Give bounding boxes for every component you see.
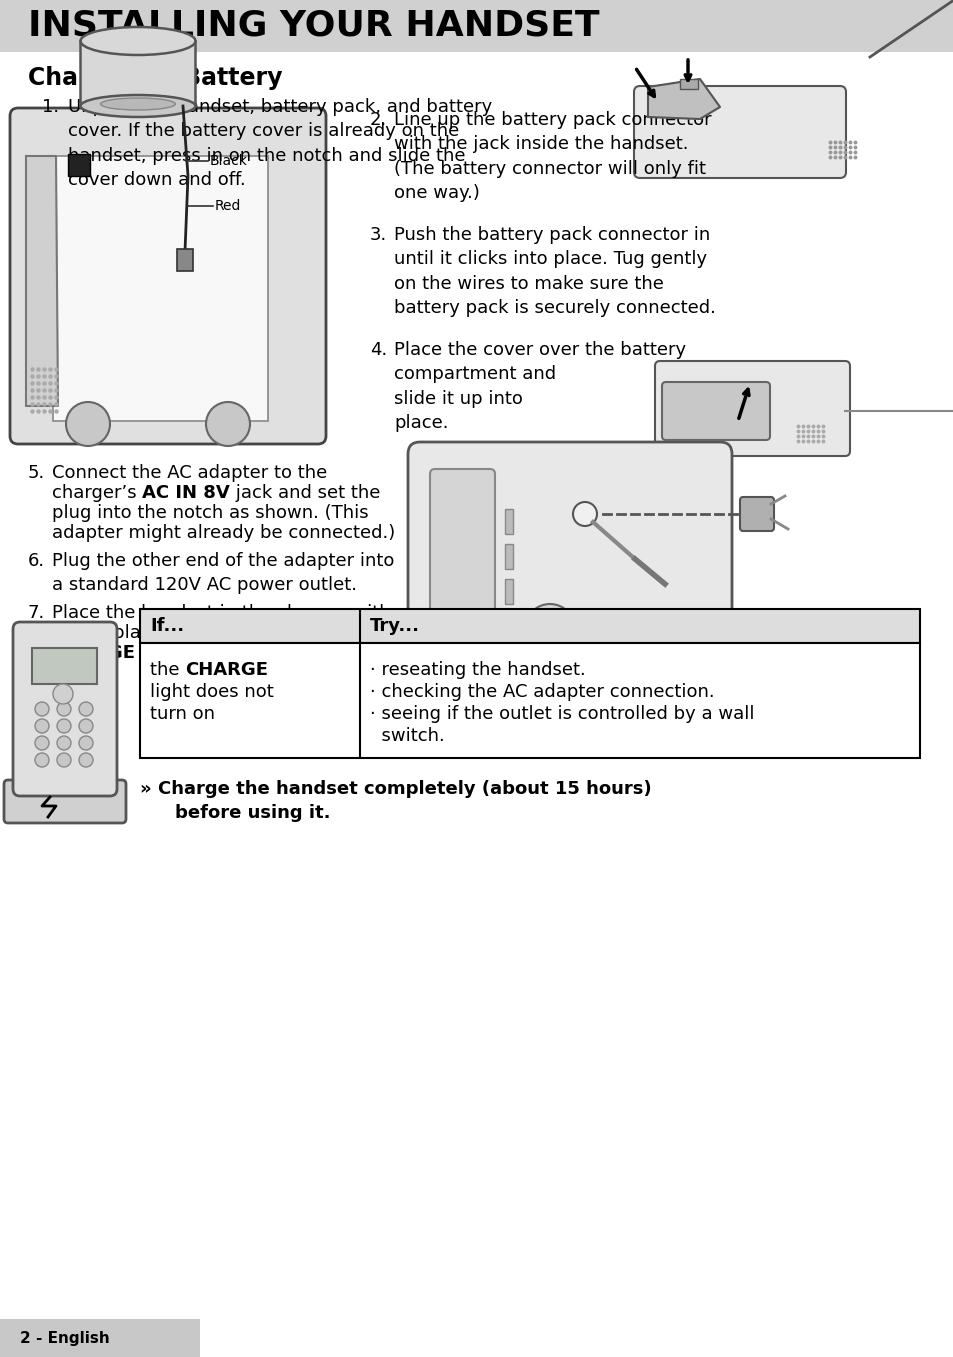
Polygon shape bbox=[26, 156, 58, 406]
Bar bbox=[140, 609, 919, 643]
Ellipse shape bbox=[80, 95, 195, 117]
Text: light does not: light does not bbox=[150, 683, 274, 702]
Text: plug into the notch as shown. (This: plug into the notch as shown. (This bbox=[52, 503, 368, 522]
FancyBboxPatch shape bbox=[10, 109, 326, 444]
Text: the: the bbox=[150, 661, 185, 678]
FancyBboxPatch shape bbox=[634, 85, 845, 178]
FancyBboxPatch shape bbox=[740, 497, 773, 531]
Circle shape bbox=[35, 753, 49, 767]
Bar bbox=[504, 579, 513, 604]
Bar bbox=[504, 613, 513, 639]
Text: Push the battery pack connector in
until it clicks into place. Tug gently
on the: Push the battery pack connector in until… bbox=[394, 227, 715, 318]
Text: Unpack the handset, battery pack, and battery
cover. If the battery cover is alr: Unpack the handset, battery pack, and ba… bbox=[68, 98, 492, 189]
Text: · checking the AC adapter connection.: · checking the AC adapter connection. bbox=[370, 683, 714, 702]
Circle shape bbox=[79, 702, 92, 716]
Circle shape bbox=[206, 402, 250, 446]
Text: INSTALLING YOUR HANDSET: INSTALLING YOUR HANDSET bbox=[28, 9, 599, 43]
Bar bbox=[0, 0, 953, 52]
Text: turn on: turn on bbox=[150, 706, 214, 723]
Text: 6.: 6. bbox=[28, 552, 45, 570]
Text: »: » bbox=[140, 780, 158, 798]
Text: Connect the AC adapter to the: Connect the AC adapter to the bbox=[52, 464, 327, 482]
Circle shape bbox=[53, 684, 73, 704]
Text: switch.: switch. bbox=[370, 727, 444, 745]
FancyBboxPatch shape bbox=[408, 442, 731, 696]
Text: Black: Black bbox=[210, 153, 248, 168]
Text: AC IN 8V: AC IN 8V bbox=[142, 484, 230, 502]
Circle shape bbox=[35, 735, 49, 750]
Text: · seeing if the outlet is controlled by a wall: · seeing if the outlet is controlled by … bbox=[370, 706, 754, 723]
Bar bbox=[177, 248, 193, 271]
Bar bbox=[504, 544, 513, 569]
Text: Line up the battery pack connector
with the jack inside the handset.
(The batter: Line up the battery pack connector with … bbox=[394, 111, 711, 202]
Circle shape bbox=[573, 502, 597, 527]
Bar bbox=[32, 649, 97, 684]
Text: Place the cover over the battery
compartment and
slide it up into
place.: Place the cover over the battery compart… bbox=[394, 341, 685, 432]
Text: 3.: 3. bbox=[370, 227, 387, 244]
Text: If...: If... bbox=[150, 617, 184, 635]
Bar bbox=[504, 509, 513, 535]
Polygon shape bbox=[647, 79, 720, 119]
Text: 7.: 7. bbox=[28, 604, 45, 622]
Circle shape bbox=[79, 753, 92, 767]
FancyBboxPatch shape bbox=[13, 622, 117, 797]
Text: Charge the handset completely (about 15 hours): Charge the handset completely (about 15 … bbox=[158, 780, 651, 798]
Text: the display facing forward. The: the display facing forward. The bbox=[52, 624, 332, 642]
Text: Charge the Battery: Charge the Battery bbox=[28, 66, 282, 90]
Circle shape bbox=[57, 753, 71, 767]
Ellipse shape bbox=[80, 27, 195, 56]
Text: 1.: 1. bbox=[42, 98, 59, 115]
Text: 5.: 5. bbox=[28, 464, 45, 482]
Circle shape bbox=[57, 735, 71, 750]
Circle shape bbox=[57, 702, 71, 716]
Text: jack and set the: jack and set the bbox=[230, 484, 380, 502]
Text: Try...: Try... bbox=[370, 617, 419, 635]
Text: 4.: 4. bbox=[370, 341, 387, 360]
Circle shape bbox=[35, 702, 49, 716]
FancyBboxPatch shape bbox=[661, 383, 769, 440]
Ellipse shape bbox=[100, 98, 175, 110]
Text: light should turn on.: light should turn on. bbox=[135, 645, 322, 662]
Circle shape bbox=[524, 604, 575, 654]
Text: 2.: 2. bbox=[370, 111, 387, 129]
Text: · reseating the handset.: · reseating the handset. bbox=[370, 661, 585, 678]
Text: adapter might already be connected.): adapter might already be connected.) bbox=[52, 524, 395, 541]
Circle shape bbox=[79, 735, 92, 750]
Circle shape bbox=[35, 719, 49, 733]
Bar bbox=[80, 41, 195, 106]
Bar bbox=[0, 1319, 200, 1357]
Circle shape bbox=[57, 719, 71, 733]
FancyBboxPatch shape bbox=[655, 361, 849, 456]
FancyBboxPatch shape bbox=[430, 470, 495, 669]
Text: 2 - English: 2 - English bbox=[20, 1330, 110, 1346]
Text: before using it.: before using it. bbox=[174, 803, 330, 822]
Bar bbox=[679, 79, 698, 90]
Text: charger’s: charger’s bbox=[52, 484, 142, 502]
FancyBboxPatch shape bbox=[4, 780, 126, 822]
Text: Place the handset in the charger with: Place the handset in the charger with bbox=[52, 604, 390, 622]
Bar bbox=[68, 153, 90, 176]
Circle shape bbox=[66, 402, 110, 446]
Circle shape bbox=[79, 719, 92, 733]
Text: Plug the other end of the adapter into
a standard 120V AC power outlet.: Plug the other end of the adapter into a… bbox=[52, 552, 394, 594]
Text: CHARGE: CHARGE bbox=[185, 661, 268, 678]
Text: Red: Red bbox=[214, 199, 241, 213]
Text: CHARGE: CHARGE bbox=[52, 645, 135, 662]
FancyBboxPatch shape bbox=[53, 156, 268, 421]
Bar bbox=[140, 643, 919, 759]
